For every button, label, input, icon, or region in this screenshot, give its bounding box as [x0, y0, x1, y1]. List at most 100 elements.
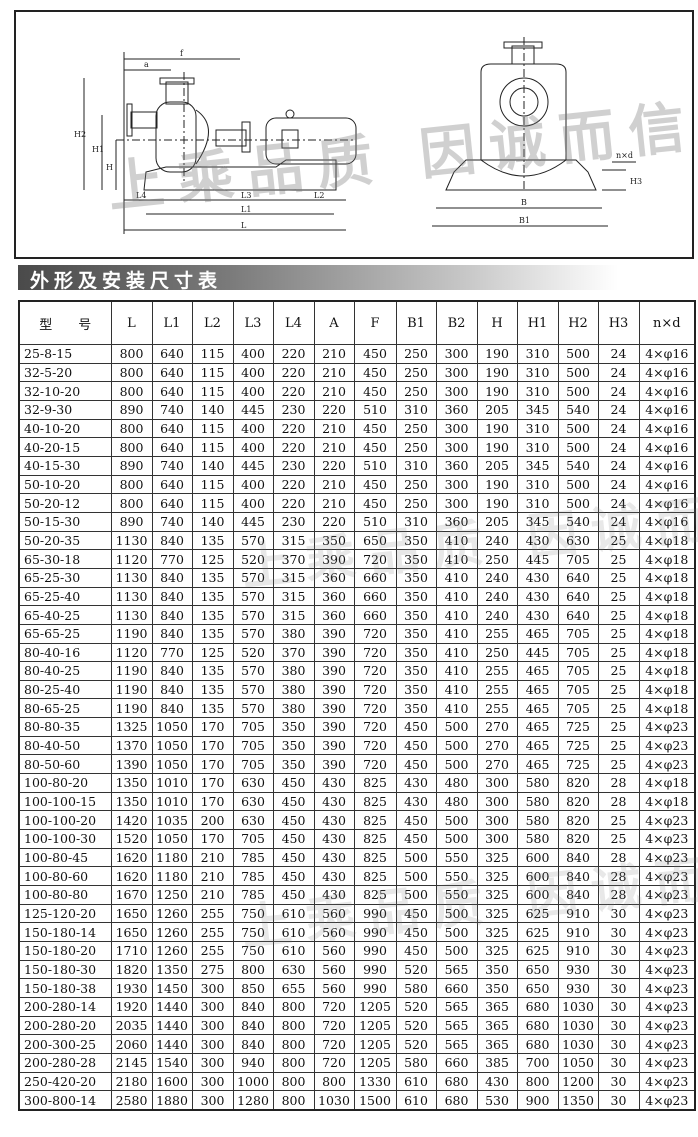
table-cell: 430 [476, 1071, 518, 1092]
table-cell: 210 [191, 866, 234, 887]
model-cell: 100-100-30 [18, 829, 112, 849]
table-cell: 1050 [151, 754, 193, 775]
table-cell: 1190 [110, 679, 153, 700]
table-cell: 800 [272, 1052, 315, 1073]
table-cell: 720 [353, 661, 397, 681]
table-cell: 640 [151, 344, 193, 364]
table-cell: 720 [353, 735, 397, 756]
table-cell: 565 [435, 996, 478, 1017]
table-cell: 25 [597, 530, 640, 551]
table-cell: 705 [557, 661, 599, 681]
table-cell: 24 [597, 418, 640, 439]
table-cell: 840 [557, 885, 599, 905]
table-row: 40-20-15 800 640 115 400 220 210 450 250 300 190 31… [18, 437, 696, 457]
table-cell: 325 [476, 866, 518, 887]
table-cell: 660 [435, 1052, 478, 1073]
table-cell: 1350 [110, 791, 153, 812]
table-cell: 28 [597, 773, 640, 793]
table-cell: 565 [435, 1034, 478, 1054]
table-cell: 300 [435, 474, 478, 495]
table-cell: 250 [395, 381, 437, 401]
table-cell: 300 [476, 791, 518, 812]
table-cell: 240 [476, 605, 518, 625]
table-cell: 390 [313, 549, 355, 569]
table-cell: 25 [597, 642, 640, 663]
model-cell: 80-40-16 [18, 642, 112, 663]
table-cell: 400 [232, 362, 274, 383]
table-cell: 840 [232, 1034, 274, 1054]
table-cell: 705 [557, 549, 599, 569]
table-cell: 350 [272, 717, 315, 737]
table-cell: 200 [191, 810, 234, 831]
table-cell: 1030 [313, 1090, 355, 1111]
table-cell: 4×φ23 [638, 1034, 696, 1054]
model-cell: 32-9-30 [18, 399, 112, 420]
model-cell: 100-100-20 [18, 810, 112, 831]
table-cell: 4×φ16 [638, 381, 696, 401]
table-row: 80-50-60 1390 1050 170 705 350 390 720 450 500 270… [18, 754, 696, 775]
table-cell: 570 [232, 586, 274, 607]
table-cell: 1130 [110, 605, 153, 625]
table-cell: 705 [557, 679, 599, 700]
pump-inlet [130, 111, 158, 129]
table-header-row: 型 号 L L1 L2 L3 L4 A F B1 B2 H H1 H2 H3 n×d [18, 300, 696, 345]
table-cell: 300 [191, 996, 234, 1017]
table-cell: 4×φ16 [638, 399, 696, 420]
table-cell: 24 [597, 474, 640, 495]
table-cell: 2060 [110, 1034, 153, 1054]
table-cell: 705 [232, 829, 274, 849]
table-cell: 1030 [557, 1015, 599, 1036]
table-cell: 720 [353, 754, 397, 775]
table-cell: 650 [353, 530, 397, 551]
table-cell: 230 [272, 511, 315, 532]
table-cell: 1030 [557, 1034, 599, 1054]
table-cell: 1670 [110, 885, 153, 905]
table-cell: 940 [232, 1052, 274, 1073]
table-cell: 500 [435, 903, 478, 924]
table-cell: 450 [353, 344, 397, 364]
table-cell: 220 [272, 344, 315, 364]
table-cell: 800 [110, 381, 153, 401]
table-cell: 220 [272, 437, 315, 457]
table-cell: 705 [557, 698, 599, 719]
table-cell: 630 [557, 530, 599, 551]
model-cell: 100-80-80 [18, 885, 112, 905]
table-cell: 1050 [557, 1052, 599, 1073]
table-cell: 4×φ23 [638, 885, 696, 905]
table-cell: 740 [151, 399, 193, 420]
table-cell: 1450 [151, 978, 193, 998]
table-cell: 325 [476, 922, 518, 942]
table-cell: 4×φ16 [638, 455, 696, 476]
model-cell: 150-180-38 [18, 978, 112, 998]
table-cell: 800 [232, 959, 274, 980]
table-cell: 4×φ16 [638, 511, 696, 532]
table-cell: 640 [151, 418, 193, 439]
table-cell: 720 [353, 642, 397, 663]
table-row: 65-25-30 1130 840 135 570 315 360 660 350 410 240 4… [18, 567, 696, 588]
table-cell: 365 [476, 1015, 518, 1036]
table-cell: 1130 [110, 586, 153, 607]
table-cell: 4×φ23 [638, 754, 696, 775]
table-cell: 430 [516, 530, 559, 551]
table-cell: 390 [313, 754, 355, 775]
table-cell: 520 [232, 549, 274, 569]
table-cell: 785 [232, 866, 274, 887]
table-cell: 390 [313, 661, 355, 681]
table-row: 150-180-38 1930 1450 300 850 655 560 990 580 660 3… [18, 978, 696, 998]
table-cell: 300 [191, 1052, 234, 1073]
table-cell: 24 [597, 511, 640, 532]
table-cell: 660 [353, 586, 397, 607]
table-cell: 4×φ23 [638, 996, 696, 1017]
model-cell: 250-420-20 [18, 1071, 112, 1092]
table-cell: 465 [516, 717, 559, 737]
motor-eyebolt [285, 109, 295, 119]
table-cell: 660 [353, 605, 397, 625]
table-cell: 190 [476, 474, 518, 495]
table-cell: 170 [191, 754, 234, 775]
table-cell: 135 [191, 661, 234, 681]
table-cell: 740 [151, 455, 193, 476]
table-cell: 1190 [110, 698, 153, 719]
table-cell: 410 [435, 605, 478, 625]
table-cell: 1325 [110, 717, 153, 737]
model-cell: 40-10-20 [18, 418, 112, 439]
